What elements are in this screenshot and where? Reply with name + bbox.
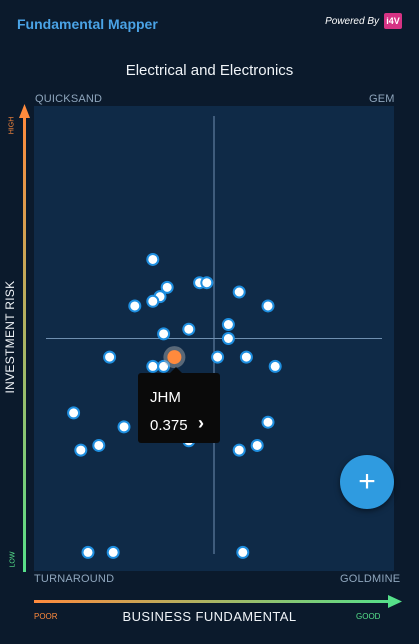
app-header: Fundamental Mapper Powered By i4V (0, 0, 419, 46)
selected-point-tooltip[interactable]: JHM 0.375 › (138, 367, 220, 443)
scatter-point[interactable] (103, 350, 117, 364)
scatter-point[interactable] (261, 299, 275, 313)
tooltip-company-name: JHM (150, 389, 181, 406)
powered-by-label: Powered By (325, 16, 379, 27)
scatter-point[interactable] (157, 359, 171, 373)
scatter-point[interactable] (157, 327, 171, 341)
scatter-point[interactable] (221, 318, 235, 332)
quadrant-label-goldmine: GOLDMINE (340, 573, 401, 585)
brand-logo: i4V (384, 13, 402, 29)
tooltip-value: 0.375 (150, 417, 188, 434)
scatter-point[interactable] (239, 350, 253, 364)
scatter-point[interactable] (146, 294, 160, 308)
scatter-plot[interactable] (34, 106, 394, 571)
plus-icon: + (358, 465, 376, 498)
x-axis-arrow (34, 595, 402, 608)
y-tick-low: LOW (9, 551, 17, 568)
scatter-point[interactable] (236, 545, 250, 559)
scatter-point[interactable] (146, 359, 160, 373)
scatter-point[interactable] (250, 438, 264, 452)
quadrant-label-quicksand: QUICKSAND (35, 93, 103, 105)
x-tick-good: GOOD (356, 612, 381, 621)
scatter-point[interactable] (221, 332, 235, 345)
scatter-plot-area[interactable] (34, 106, 394, 571)
scatter-point[interactable] (232, 285, 246, 299)
scatter-point[interactable] (200, 276, 214, 290)
quadrant-label-turnaround: TURNAROUND (34, 573, 115, 585)
y-axis-arrow (19, 104, 30, 572)
selected-scatter-point[interactable] (167, 350, 182, 365)
scatter-point[interactable] (117, 420, 131, 434)
y-tick-high: HIGH (8, 116, 16, 135)
scatter-point[interactable] (74, 443, 88, 457)
chevron-right-icon[interactable]: › (198, 413, 204, 433)
add-button[interactable]: + (340, 455, 394, 509)
scatter-point[interactable] (182, 322, 196, 336)
scatter-point[interactable] (106, 545, 120, 559)
scatter-point[interactable] (211, 350, 225, 364)
chart-title: Electrical and Electronics (125, 62, 294, 79)
x-tick-poor: POOR (34, 612, 58, 621)
app-title: Fundamental Mapper (17, 16, 158, 32)
scatter-point[interactable] (92, 438, 106, 452)
scatter-point[interactable] (160, 280, 174, 294)
scatter-point[interactable] (81, 545, 95, 559)
x-axis-label: BUSINESS FUNDAMENTAL (122, 609, 297, 624)
scatter-point[interactable] (268, 359, 282, 373)
quadrant-label-gem: GEM (369, 93, 395, 105)
y-axis-label: INVESTMENT RISK (3, 280, 17, 394)
scatter-point[interactable] (261, 415, 275, 429)
scatter-point[interactable] (232, 443, 246, 457)
scatter-point[interactable] (146, 252, 160, 266)
scatter-point[interactable] (128, 299, 142, 313)
scatter-point[interactable] (67, 406, 81, 420)
